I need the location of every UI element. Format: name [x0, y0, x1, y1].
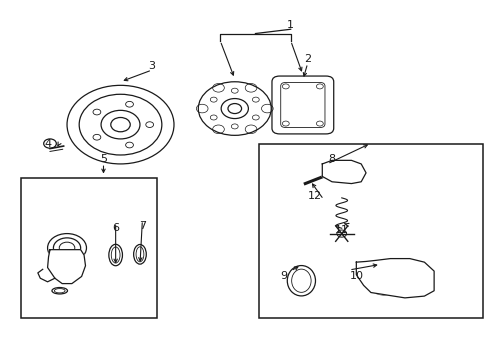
Text: 3: 3: [148, 61, 155, 71]
Text: 5: 5: [100, 154, 107, 163]
Polygon shape: [47, 249, 85, 284]
Bar: [21, 178, 157, 318]
Bar: [259, 144, 482, 318]
Text: 1: 1: [286, 19, 294, 30]
Text: 11: 11: [334, 225, 348, 235]
Text: 2: 2: [304, 54, 311, 64]
Text: 9: 9: [279, 271, 286, 282]
Text: 8: 8: [328, 154, 335, 163]
Text: 6: 6: [112, 223, 119, 233]
Text: 7: 7: [139, 221, 145, 231]
Polygon shape: [322, 160, 366, 184]
Text: 10: 10: [348, 271, 363, 282]
Text: 4: 4: [44, 139, 51, 149]
Circle shape: [336, 230, 346, 237]
Text: 12: 12: [307, 191, 322, 201]
Polygon shape: [356, 258, 433, 298]
